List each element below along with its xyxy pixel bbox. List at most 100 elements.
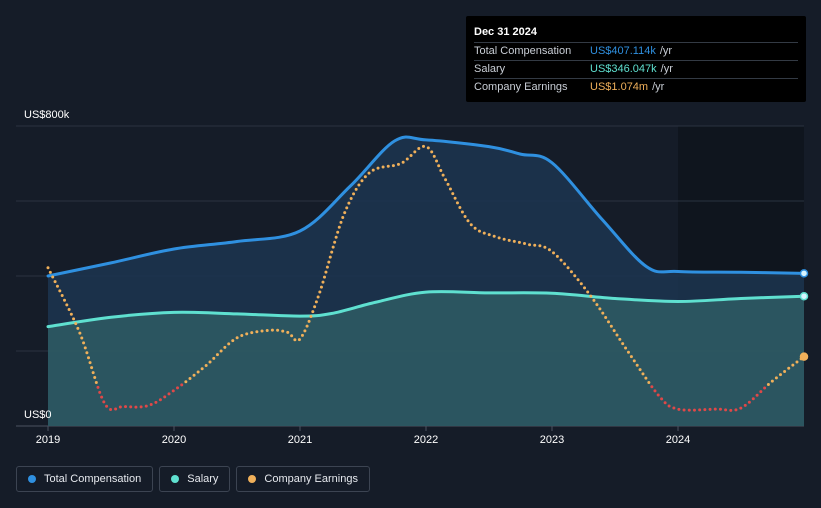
legend-dot-icon (28, 475, 36, 483)
tooltip-unit: /yr (660, 63, 673, 75)
earnings-dot (589, 294, 593, 298)
earnings-dot (265, 329, 269, 333)
x-axis: 2019 2020 2021 2022 2023 2024 (36, 426, 690, 446)
earnings-dot (538, 244, 542, 248)
earnings-dot (522, 242, 526, 246)
earnings-dot (647, 380, 651, 384)
earnings-dot (448, 187, 452, 191)
earnings-dot (451, 192, 455, 196)
earnings-dot (250, 331, 254, 335)
legend-dot-icon (171, 475, 180, 483)
earnings-dot (154, 400, 158, 404)
earnings-dot (497, 236, 501, 240)
legend-total-compensation[interactable]: Total Compensation (16, 466, 154, 492)
earnings-dot (512, 239, 516, 243)
earnings-dot (300, 333, 304, 337)
earnings-dot (592, 298, 596, 302)
earnings-dot (598, 307, 602, 311)
earnings-dot (336, 230, 340, 234)
earnings-dot (473, 226, 477, 230)
earnings-dot (270, 328, 274, 332)
earnings-dot (386, 164, 390, 168)
earnings-dot (466, 219, 470, 223)
earnings-dot (586, 290, 590, 294)
earnings-dot (621, 342, 625, 346)
earnings-dot (687, 408, 691, 412)
earnings-dot (791, 363, 795, 367)
earnings-dot (102, 400, 106, 404)
tooltip-label: Company Earnings (474, 81, 568, 93)
earnings-dot (609, 324, 613, 328)
earnings-dot (357, 183, 361, 187)
earnings-dot (555, 254, 559, 258)
earnings-dot (547, 248, 551, 252)
earnings-dot (405, 157, 409, 161)
legend-label: Salary (187, 473, 219, 485)
earnings-dot (345, 206, 349, 210)
earnings-dot (328, 255, 332, 259)
earnings-dot (91, 371, 95, 375)
earnings-dot (343, 211, 347, 215)
earnings-dot (83, 346, 87, 350)
earnings-dot (601, 311, 605, 315)
earnings-dot (88, 361, 92, 365)
x-tick-label: 2022 (414, 434, 438, 446)
earnings-dot (86, 356, 90, 360)
earnings-dot (739, 406, 743, 410)
legend-label: Total Compensation (44, 473, 142, 485)
tooltip-date: Dec 31 2024 (474, 26, 537, 38)
earnings-dot (85, 351, 89, 355)
earnings-dot (770, 379, 774, 383)
earnings-dot (321, 280, 325, 284)
earnings-dot (595, 303, 599, 307)
company-earnings-end-marker[interactable] (799, 352, 809, 361)
earnings-dot (109, 408, 113, 412)
earnings-dot (314, 300, 318, 304)
earnings-dot (533, 243, 537, 247)
earnings-dot (200, 367, 204, 371)
earnings-dot (215, 353, 219, 357)
earnings-dot (635, 363, 639, 367)
earnings-dot (437, 164, 441, 168)
earnings-dot (114, 407, 118, 411)
earnings-dot (63, 298, 67, 302)
y-axis-top-label: US$800k (24, 109, 70, 121)
y-axis-bottom-label: US$0 (24, 409, 52, 421)
total-compensation-end-marker[interactable] (799, 269, 809, 278)
earnings-dot (667, 404, 671, 408)
earnings-dot (245, 332, 249, 336)
salary-end-marker[interactable] (799, 291, 809, 301)
x-tick-label: 2019 (36, 434, 60, 446)
earnings-dot (163, 395, 167, 399)
earnings-dot (307, 319, 311, 323)
earnings-dot (72, 317, 76, 321)
legend-company-earnings[interactable]: Company Earnings (236, 466, 370, 492)
earnings-dot (734, 408, 738, 412)
earnings-dot (325, 265, 329, 269)
earnings-dot (766, 383, 770, 387)
earnings-dot (507, 238, 511, 242)
legend-salary[interactable]: Salary (159, 466, 231, 492)
earnings-dot (90, 366, 94, 370)
earnings-dot (55, 284, 59, 288)
earnings-dot (305, 324, 309, 328)
earnings-dot (303, 329, 307, 333)
earnings-dot (313, 305, 317, 309)
earnings-dot (629, 355, 633, 359)
earnings-dot (334, 235, 338, 239)
earnings-dot (672, 406, 676, 410)
earnings-dot (409, 153, 413, 157)
earnings-dot (105, 404, 109, 408)
earnings-dot (528, 243, 532, 247)
earnings-dot (316, 295, 320, 299)
earnings-dot (463, 214, 467, 218)
earnings-dot (624, 346, 628, 350)
legend-label: Company Earnings (264, 473, 358, 485)
earnings-dot (129, 405, 133, 409)
earnings-dot (729, 408, 733, 412)
earnings-dot (458, 205, 462, 209)
earnings-dot (74, 322, 78, 326)
earnings-dot (376, 166, 380, 170)
earnings-dot (311, 310, 315, 314)
earnings-dot (435, 159, 439, 163)
